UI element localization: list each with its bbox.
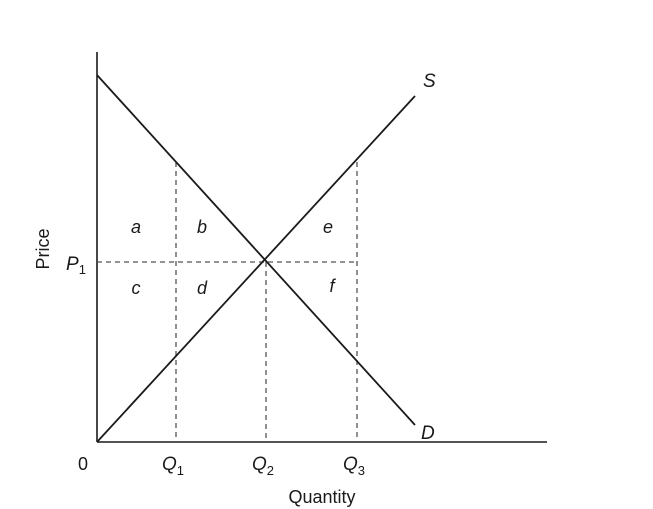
region-label-e: e: [323, 217, 333, 237]
region-label-d: d: [197, 278, 208, 298]
region-label-b: b: [197, 217, 207, 237]
origin-label: 0: [78, 454, 88, 474]
supply-label: S: [423, 71, 436, 92]
q1-subscript: 1: [177, 463, 184, 478]
quantity-level-q3-label: Q3: [343, 454, 365, 478]
y-axis-label: Price: [33, 228, 53, 269]
x-axis-label: Quantity: [288, 487, 355, 507]
q2-base: Q: [252, 454, 267, 475]
supply-curve: [96, 95, 416, 443]
demand-label: D: [421, 423, 435, 444]
quantity-level-q2-label: Q2: [252, 454, 274, 478]
q1-base: Q: [162, 454, 177, 475]
region-label-c: c: [132, 278, 141, 298]
region-label-f: f: [329, 276, 336, 296]
region-label-a: a: [131, 217, 141, 237]
quantity-level-q1-label: Q1: [162, 454, 184, 478]
price-level-p1-label: P1: [66, 254, 86, 277]
q3-subscript: 3: [358, 463, 365, 478]
demand-curve: [96, 74, 416, 426]
q2-subscript: 2: [267, 463, 274, 478]
q3-base: Q: [343, 454, 358, 475]
p1-subscript: 1: [79, 262, 86, 277]
p1-base: P: [66, 254, 79, 275]
